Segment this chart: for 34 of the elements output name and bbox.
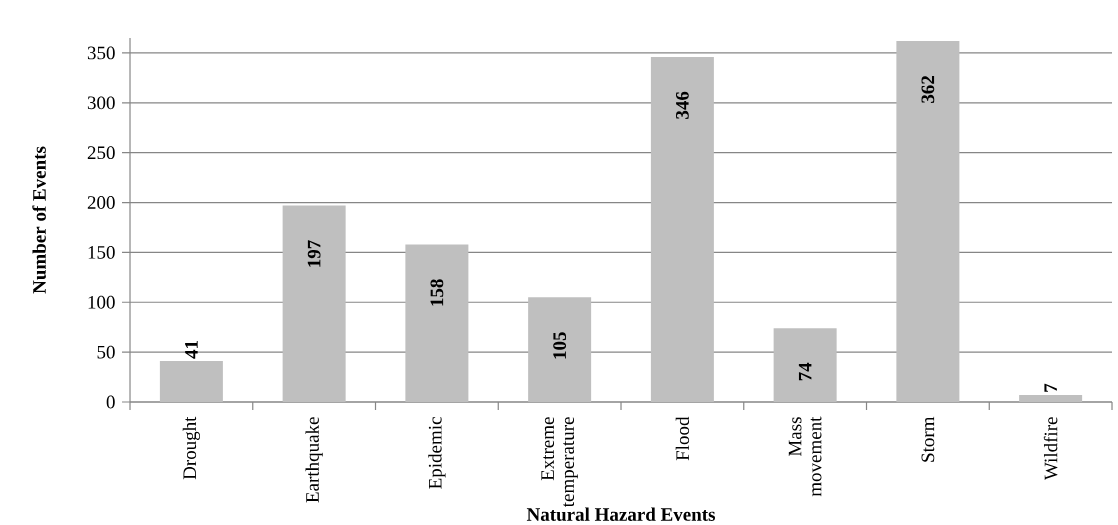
bar [1019, 395, 1083, 402]
y-tick-label: 0 [106, 395, 115, 409]
data-label: 74 [798, 362, 812, 381]
bar [528, 297, 592, 402]
data-label: 197 [307, 240, 321, 267]
data-label: 158 [430, 279, 444, 306]
data-label: 362 [921, 75, 935, 103]
y-tick-label: 250 [87, 146, 115, 160]
y-tick-label: 200 [87, 196, 115, 209]
x-tick-label: Earthquake [305, 417, 323, 503]
bar [896, 40, 960, 402]
x-tick-label: Flood [675, 416, 690, 461]
y-tick-label: 150 [88, 245, 115, 259]
x-tick-label: Epidemic [428, 417, 446, 489]
data-label: 346 [676, 91, 689, 119]
bar [405, 244, 469, 402]
y-axis-title: Number of Events [32, 146, 46, 294]
bar [159, 361, 223, 402]
data-label: 7 [1044, 383, 1057, 392]
x-tick-label: Drought [182, 416, 201, 480]
bar [773, 328, 837, 402]
x-tick-label: Storm [921, 416, 935, 462]
y-tick-label: 300 [87, 96, 115, 110]
x-tick-label: Extreme temperature [541, 417, 578, 508]
y-tick-label: 350 [87, 46, 115, 60]
bar [282, 205, 346, 402]
x-tick-label: Mass movement [788, 416, 822, 497]
data-label: 105 [553, 332, 567, 359]
x-tick-label: Wildfire [1043, 417, 1058, 481]
bar [650, 56, 714, 402]
y-tick-label: 50 [97, 345, 115, 359]
y-tick-label: 100 [88, 295, 115, 309]
x-axis-title: Natural Hazard Events [526, 507, 716, 521]
data-label: 41 [185, 340, 198, 359]
